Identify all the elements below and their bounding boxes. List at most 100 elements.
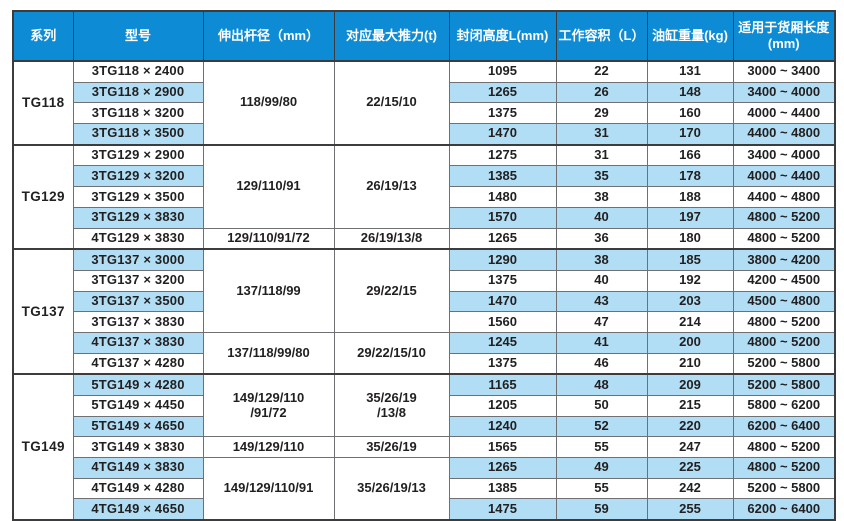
table-row: TG129 3TG129 × 2900 129/110/91 26/19/13 1275… — [12, 143, 836, 250]
model-cell: 3TG129 × 2900 — [72, 143, 204, 167]
cylinder-weight-cell: 210 — [646, 352, 734, 375]
model-cell: 3TG129 × 3500 — [72, 186, 204, 208]
model-cell: 3TG118 × 3500 — [72, 123, 204, 146]
header-model: 型号 — [72, 10, 204, 62]
cylinder-weight-cell: 220 — [646, 415, 734, 438]
cargo-box-length-cell: 4800 ~ 5200 — [732, 457, 836, 479]
series-cell: TG149 — [12, 373, 74, 521]
working-volume-cell: 40 — [555, 206, 648, 229]
working-volume-cell: 41 — [555, 331, 648, 354]
cargo-box-length-cell: 3400 ~ 4000 — [732, 81, 836, 104]
model-cell: 3TG118 × 2400 — [72, 59, 204, 83]
working-volume-cell: 52 — [555, 415, 648, 438]
closed-height-cell: 1095 — [448, 59, 557, 83]
series-cell: TG137 — [12, 248, 74, 375]
cylinder-weight-cell: 178 — [646, 165, 734, 188]
table-row: 4TG137 × 4280 1375 46 210 5200 ~ 5800 — [13, 352, 836, 375]
closed-height-cell: 1275 — [448, 143, 557, 167]
working-volume-cell: 38 — [555, 186, 648, 208]
model-cell: 3TG118 × 3200 — [72, 102, 204, 125]
model-cell: 4TG137 × 4280 — [72, 352, 204, 375]
model-cell: 3TG149 × 3830 — [72, 436, 204, 459]
cargo-box-length-cell: 5200 ~ 5800 — [732, 352, 836, 375]
table-row: 3TG129 × 3830 1570 40 197 4800 ~ 5200 — [13, 206, 836, 229]
cylinder-weight-cell: 131 — [646, 59, 734, 83]
table-row: 3TG118 × 2900 1265 26 148 3400 ~ 4000 — [13, 81, 836, 104]
cylinder-weight-cell: 160 — [646, 102, 734, 125]
rod-diameter-cell: 137/118/99/80 — [202, 331, 335, 375]
header-closed-height: 封闭高度L(mm) — [448, 10, 557, 62]
max-thrust-cell: 26/19/13 — [333, 143, 450, 229]
closed-height-cell: 1470 — [448, 290, 557, 313]
table-body: TG118 3TG118 × 2400 118/99/80 22/15/10 1095 2… — [12, 59, 836, 521]
cargo-box-length-cell: 4800 ~ 5200 — [732, 227, 836, 250]
header-row: 系列 型号 伸出杆径（mm） 对应最大推力(t) 封闭高度L(mm) 工作容积（… — [12, 10, 836, 62]
header-working-volume: 工作容积（L） — [555, 10, 648, 62]
max-thrust-cell: 22/15/10 — [333, 60, 450, 146]
cargo-box-length-cell: 6200 ~ 6400 — [732, 415, 836, 438]
header-series: 系列 — [12, 10, 74, 62]
table-row: 4TG149 × 4650 1475 59 255 6200 ~ 6400 — [13, 498, 836, 521]
model-cell: 4TG137 × 3830 — [72, 331, 204, 354]
max-thrust-cell: 35/26/19/13 — [333, 457, 450, 521]
closed-height-cell: 1375 — [448, 352, 557, 375]
cylinder-weight-cell: 215 — [646, 395, 734, 417]
table-row: 3TG149 × 3830 149/129/110 35/26/19 1565 55 24… — [13, 436, 836, 459]
closed-height-cell: 1560 — [448, 311, 557, 333]
model-cell: 3TG129 × 3830 — [72, 206, 204, 229]
model-cell: 3TG118 × 2900 — [72, 81, 204, 104]
closed-height-cell: 1565 — [448, 436, 557, 459]
model-cell: 3TG129 × 3200 — [72, 165, 204, 188]
working-volume-cell: 55 — [555, 436, 648, 459]
table-row: 3TG129 × 3200 1385 35 178 4000 ~ 4400 — [13, 165, 836, 188]
cylinder-weight-cell: 255 — [646, 498, 734, 521]
model-cell: 3TG137 × 3830 — [72, 311, 204, 333]
working-volume-cell: 59 — [555, 498, 648, 521]
table-row: 5TG149 × 4450 1205 50 215 5800 ~ 6200 — [13, 395, 836, 417]
closed-height-cell: 1265 — [448, 227, 557, 250]
header-cargo-box-length: 适用于货厢长度 (mm) — [732, 10, 836, 62]
closed-height-cell: 1240 — [448, 415, 557, 438]
closed-height-cell: 1165 — [448, 373, 557, 397]
cylinder-weight-cell: 247 — [646, 436, 734, 459]
working-volume-cell: 31 — [555, 143, 648, 167]
cylinder-weight-cell: 170 — [646, 123, 734, 146]
cargo-box-length-cell: 4200 ~ 4500 — [732, 269, 836, 292]
table-row: TG137 3TG137 × 3000 137/118/99 29/22/15 1290… — [12, 248, 836, 375]
closed-height-cell: 1375 — [448, 269, 557, 292]
working-volume-cell: 31 — [555, 123, 648, 146]
cargo-box-length-cell: 4400 ~ 4800 — [732, 186, 836, 208]
max-thrust-cell: 35/26/19 /13/8 — [333, 373, 450, 438]
working-volume-cell: 22 — [555, 59, 648, 83]
cargo-box-length-cell: 5800 ~ 6200 — [732, 395, 836, 417]
cargo-box-length-cell: 4800 ~ 5200 — [732, 311, 836, 333]
cylinder-weight-cell: 214 — [646, 311, 734, 333]
cargo-box-length-cell: 4500 ~ 4800 — [732, 290, 836, 313]
closed-height-cell: 1385 — [448, 165, 557, 188]
model-cell: 4TG149 × 4280 — [72, 477, 204, 500]
rod-diameter-cell: 118/99/80 — [202, 60, 335, 146]
table-row: 3TG137 × 3200 1375 40 192 4200 ~ 4500 — [13, 269, 836, 292]
cargo-box-length-cell: 3000 ~ 3400 — [732, 59, 836, 83]
closed-height-cell: 1475 — [448, 498, 557, 521]
closed-height-cell: 1265 — [448, 81, 557, 104]
rod-diameter-cell: 137/118/99 — [202, 248, 335, 333]
cylinder-weight-cell: 192 — [646, 269, 734, 292]
working-volume-cell: 40 — [555, 269, 648, 292]
working-volume-cell: 36 — [555, 227, 648, 250]
max-thrust-cell: 29/22/15/10 — [333, 331, 450, 375]
rod-diameter-cell: 129/110/91 — [202, 143, 335, 229]
cylinder-weight-cell: 166 — [646, 143, 734, 167]
cargo-box-length-cell: 3400 ~ 4000 — [732, 143, 836, 167]
cargo-box-length-cell: 4000 ~ 4400 — [732, 165, 836, 188]
cylinder-weight-cell: 185 — [646, 248, 734, 271]
table-row: TG118 3TG118 × 2400 118/99/80 22/15/10 1095 2… — [12, 59, 836, 146]
cargo-box-length-cell: 4800 ~ 5200 — [732, 436, 836, 459]
table-row: 3TG137 × 3500 1470 43 203 4500 ~ 4800 — [13, 290, 836, 313]
model-cell: 4TG129 × 3830 — [72, 227, 204, 250]
cargo-box-length-cell: 4400 ~ 4800 — [732, 123, 836, 146]
table-row: 4TG129 × 3830 129/110/91/72 26/19/13/8 1265… — [13, 227, 836, 250]
cargo-box-length-cell: 3800 ~ 4200 — [732, 248, 836, 271]
closed-height-cell: 1290 — [448, 248, 557, 271]
